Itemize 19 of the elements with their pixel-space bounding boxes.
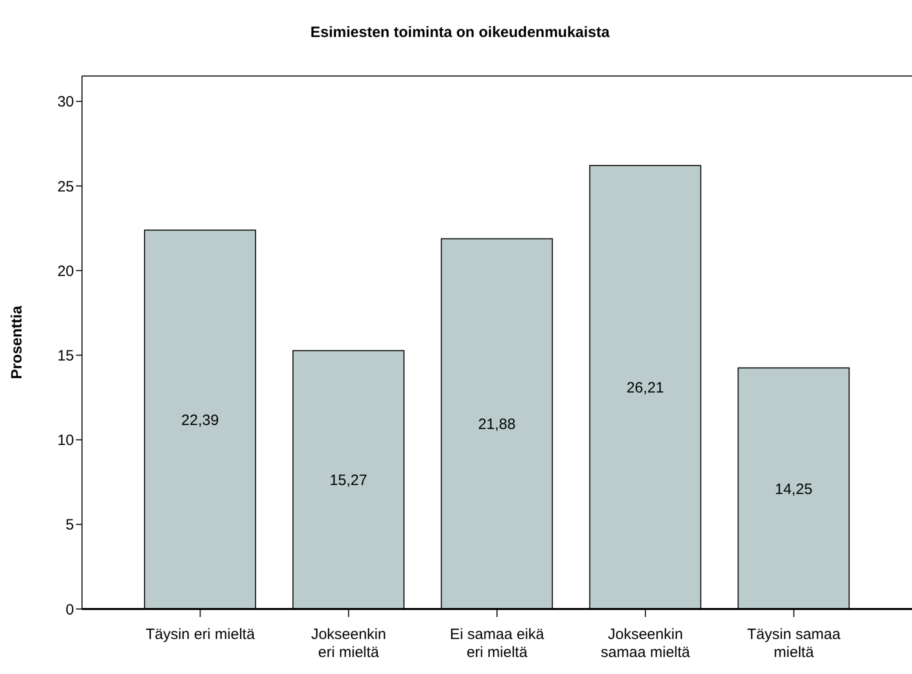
x-tick-label: Ei samaa eikä eri mieltä — [450, 626, 545, 661]
y-tick-label: 30 — [57, 94, 74, 111]
x-tick-label: Jokseenkin samaa mieltä — [600, 626, 691, 661]
y-tick-label: 20 — [57, 262, 74, 280]
y-tick-label: 25 — [57, 178, 74, 196]
y-tick-label: 10 — [57, 432, 74, 450]
data-label: 14,25 — [774, 480, 812, 498]
x-tick-label: Jokseenkin eri mieltä — [311, 626, 386, 661]
y-tick-label: 5 — [66, 516, 74, 534]
data-label: 22,39 — [181, 412, 219, 429]
x-tick-label: Täysin eri mieltä — [146, 626, 256, 643]
data-label: 15,27 — [330, 472, 368, 490]
x-tick-label: Täysin samaa mieltä — [747, 626, 842, 661]
y-axis-title: Prosenttia — [8, 305, 26, 380]
chart-title: Esimiesten toiminta on oikeudenmukaista — [309, 23, 611, 43]
data-label: 21,88 — [478, 416, 516, 434]
data-label: 26,21 — [626, 380, 664, 397]
y-tick-label: 0 — [66, 601, 74, 618]
y-tick-label: 15 — [57, 348, 74, 365]
